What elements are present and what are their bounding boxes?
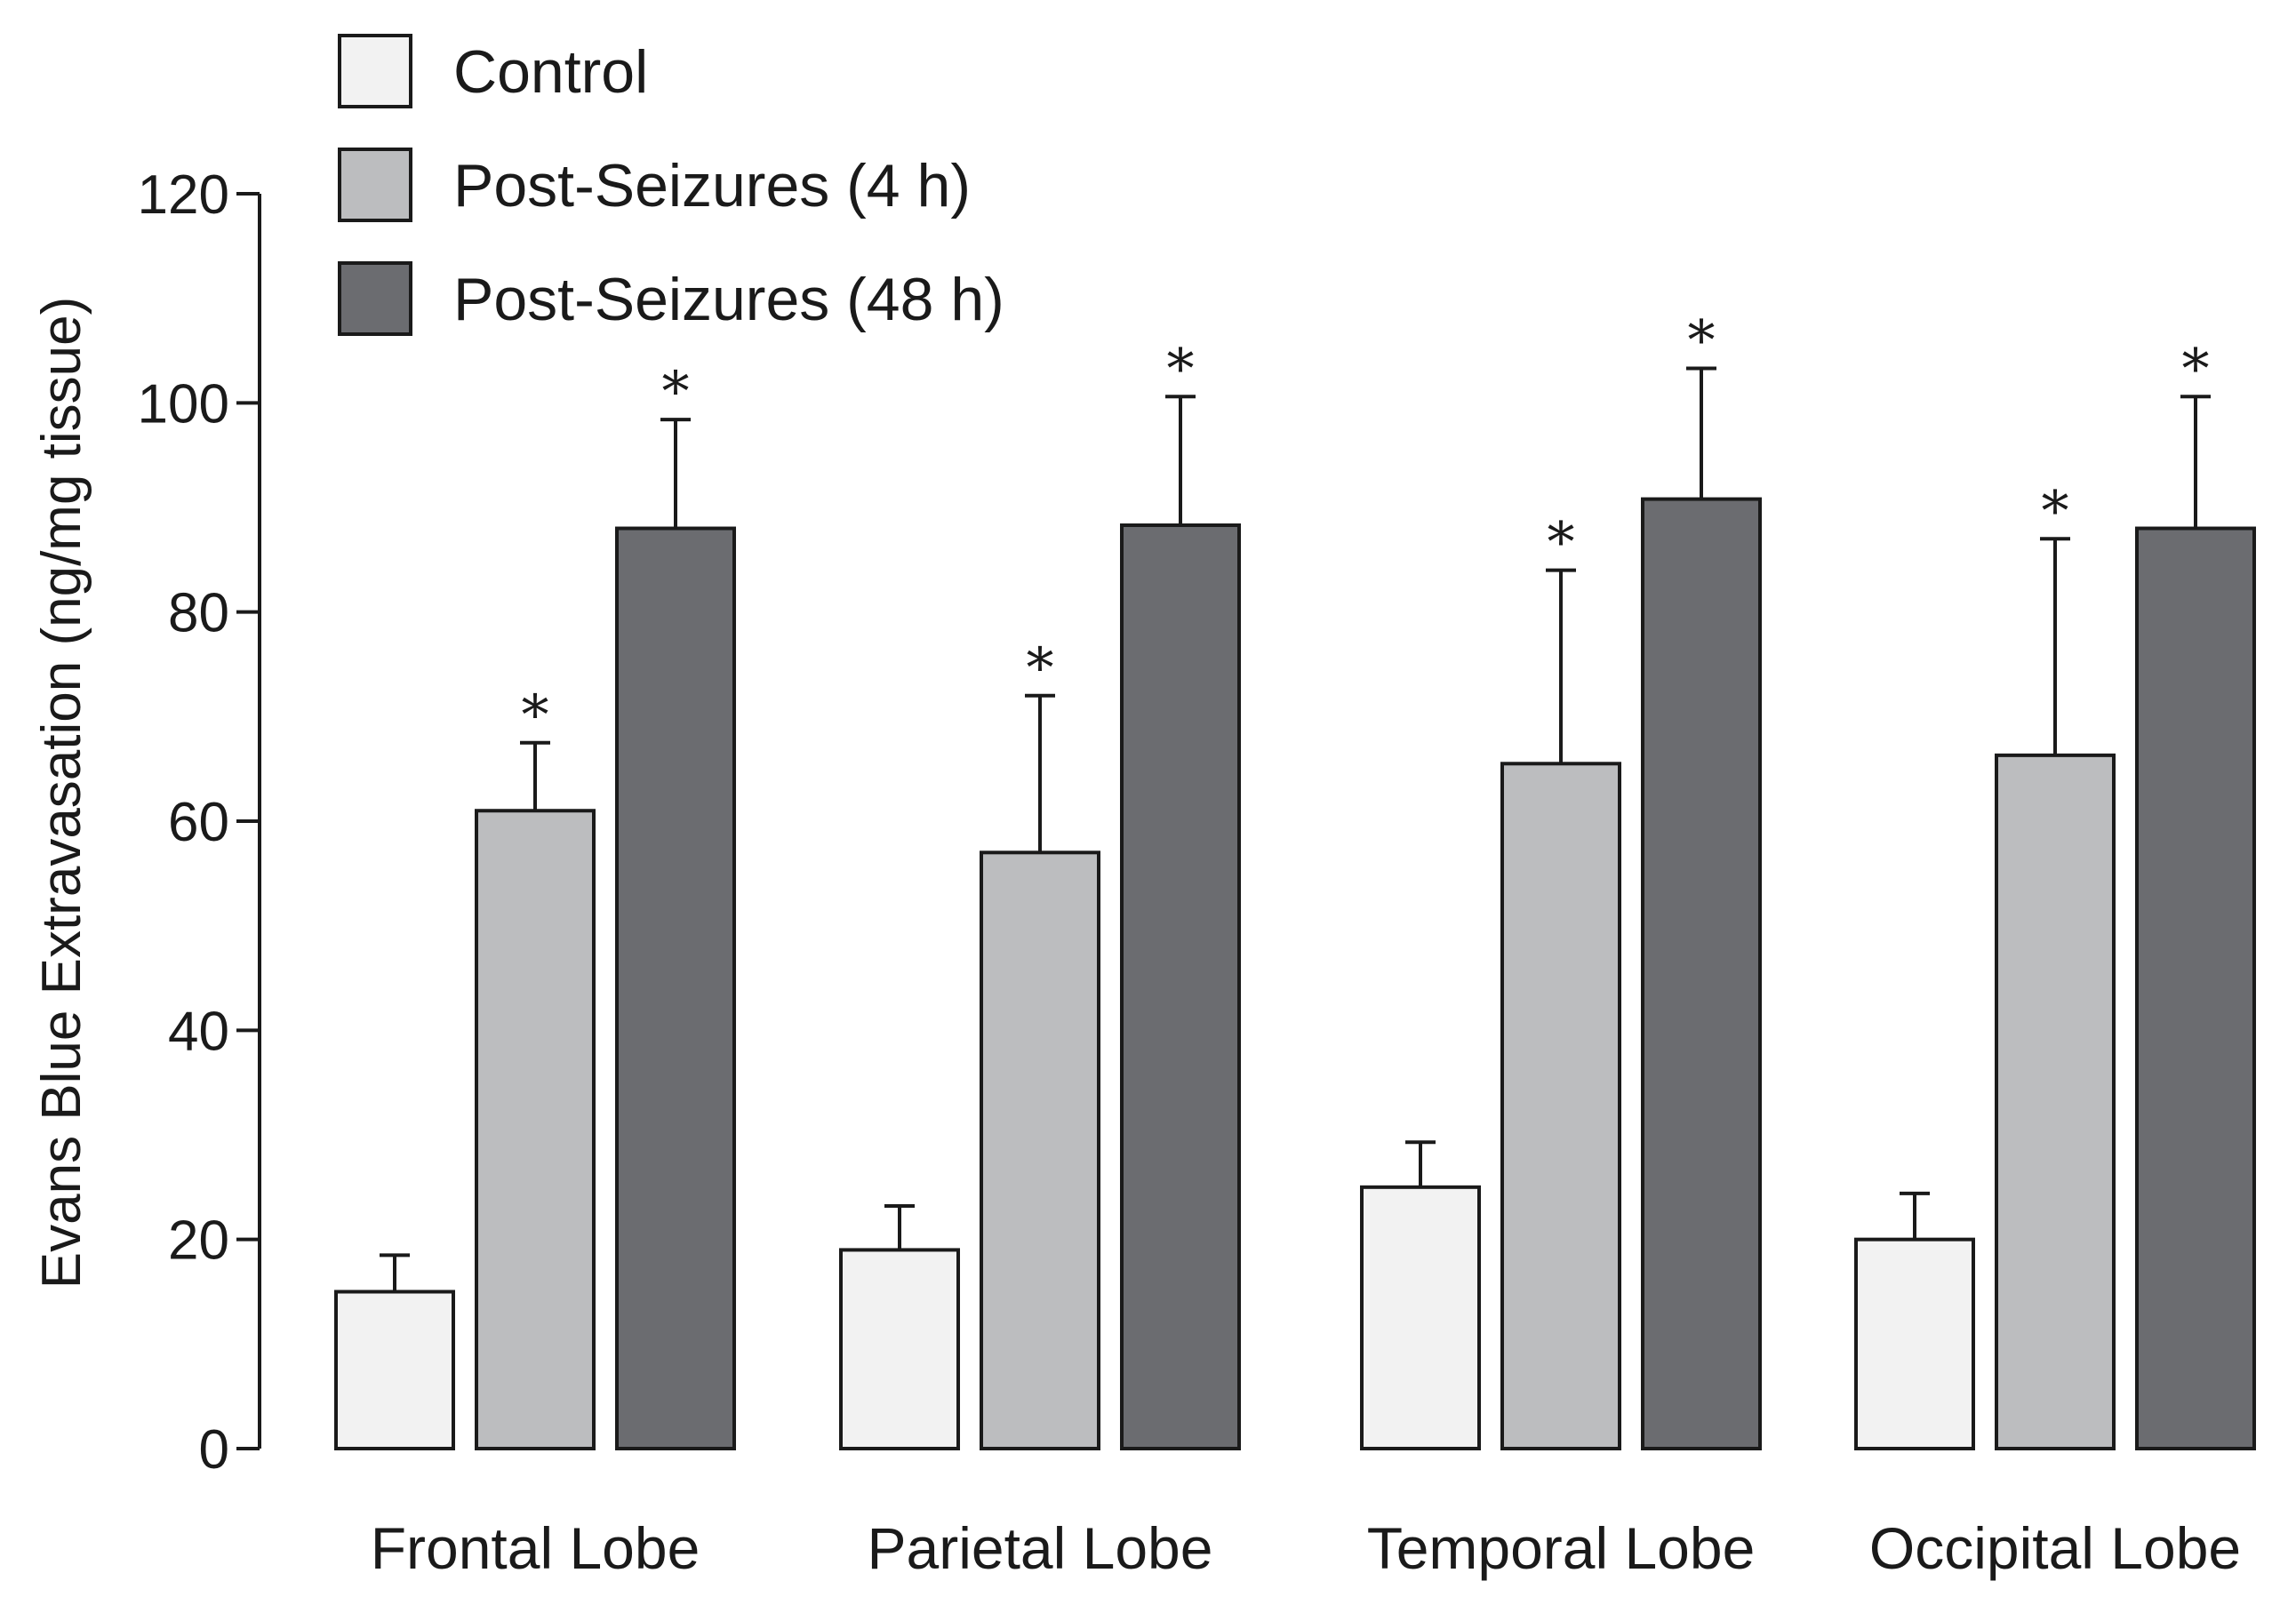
legend-label: Post-Seizures (4 h): [453, 152, 971, 220]
category-labels: Frontal Lobe Parietal Lobe Temporal Lobe Oc…: [371, 1515, 2241, 1581]
bar: [1641, 497, 1762, 1450]
bar: [1854, 1237, 1975, 1450]
significance-marker: *: [1027, 635, 1054, 700]
bar: [1500, 762, 1621, 1450]
category-label: Parietal Lobe: [868, 1515, 1213, 1581]
bar: [615, 526, 736, 1450]
category-label: Temporal Lobe: [1367, 1515, 1756, 1581]
category-label: Occipital Lobe: [1869, 1515, 2241, 1581]
bar: [1995, 753, 2116, 1450]
legend-swatch: [338, 261, 412, 336]
legend-swatch: [338, 34, 412, 108]
y-tick-label: 60: [168, 792, 229, 853]
bar: [475, 809, 596, 1450]
y-tick-label: 120: [138, 164, 229, 226]
significance-marker: *: [522, 683, 549, 747]
bar: [980, 850, 1100, 1450]
y-tick-label: 40: [168, 1001, 229, 1062]
bar: [1360, 1185, 1481, 1451]
y-axis: 0 20 40 60 80 100 120: [138, 164, 261, 1481]
legend-label: Control: [453, 38, 648, 106]
y-tick-label: 20: [168, 1210, 229, 1272]
bar: [839, 1248, 960, 1451]
bar: [2135, 526, 2256, 1450]
bar: [1120, 523, 1241, 1451]
significance-marker: *: [1688, 308, 1716, 373]
significance-marker: *: [662, 359, 690, 424]
y-tick-label: 80: [168, 583, 229, 644]
y-tick-label: 100: [138, 373, 229, 435]
legend: Control Post-Seizures (4 h) Post-Seizures …: [338, 34, 1004, 336]
bar: [334, 1290, 455, 1450]
y-tick-label: 0: [199, 1419, 229, 1481]
legend-swatch: [338, 148, 412, 222]
significance-marker: *: [2042, 478, 2069, 543]
significance-marker: *: [1548, 510, 1575, 575]
category-label: Frontal Lobe: [371, 1515, 700, 1581]
bars: * * * * * * * *: [334, 308, 2256, 1451]
y-axis-title: Evans Blue Extravasation (ng/mg tissue): [31, 297, 92, 1290]
significance-marker: *: [2182, 336, 2210, 401]
significance-marker: *: [1167, 336, 1195, 401]
legend-label: Post-Seizures (48 h): [453, 266, 1004, 333]
